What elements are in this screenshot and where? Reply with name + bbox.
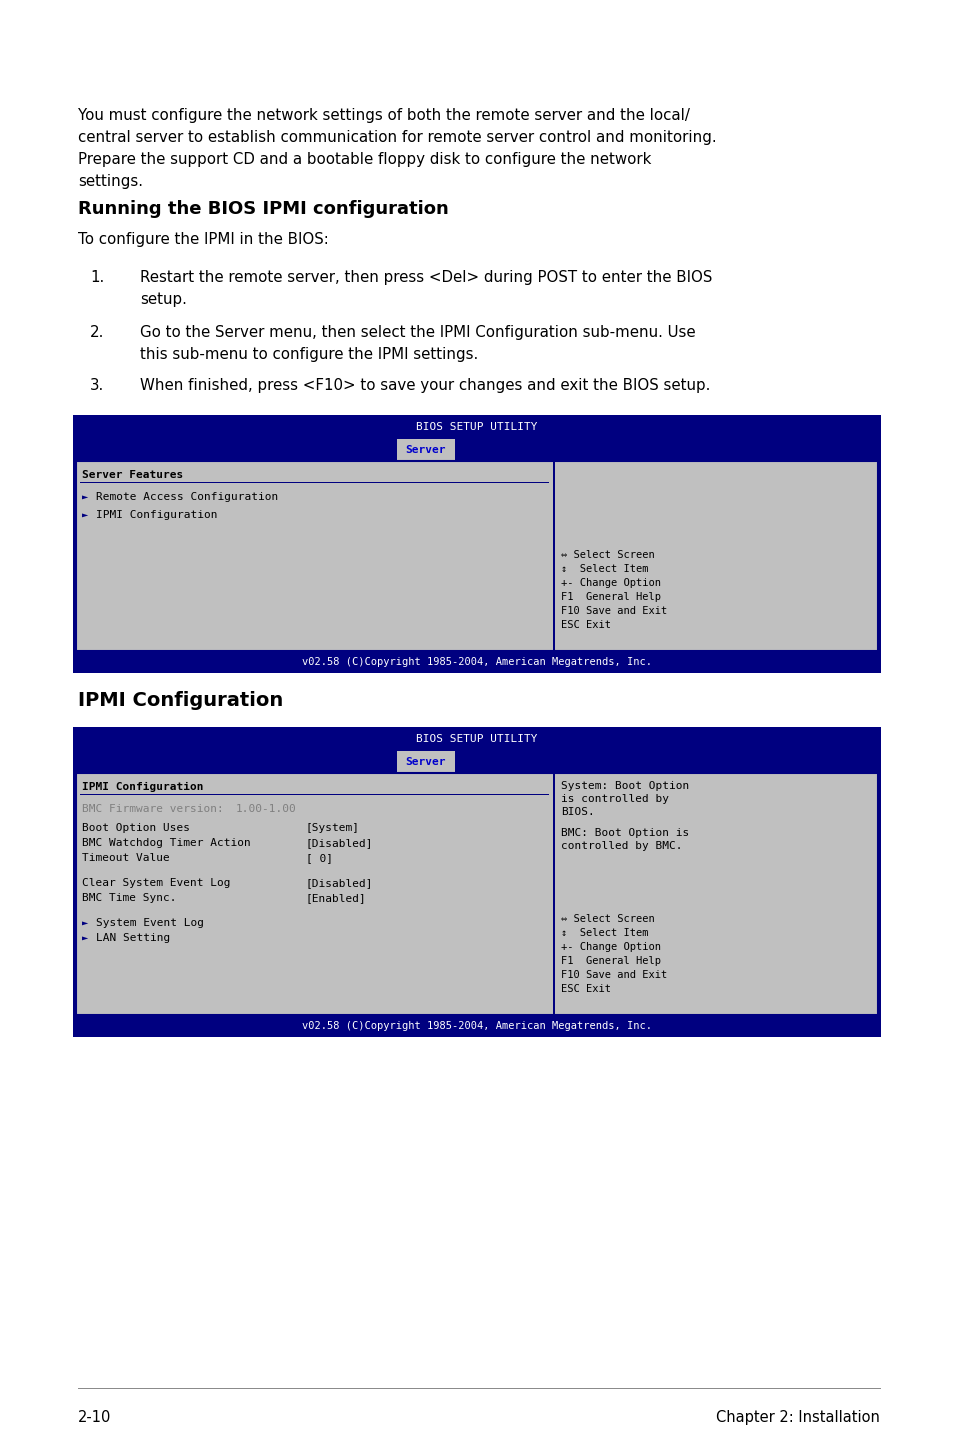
Text: ↕  Select Item: ↕ Select Item (560, 564, 648, 574)
Bar (80, 794, 548, 795)
Text: BIOS SETUP UTILITY: BIOS SETUP UTILITY (416, 733, 537, 743)
Text: F10 Save and Exit: F10 Save and Exit (560, 605, 666, 615)
Text: ⇔ Select Screen: ⇔ Select Screen (560, 915, 654, 925)
Bar (76, 774, 877, 1015)
Text: [ 0]: [ 0] (306, 853, 333, 863)
Text: is controlled by: is controlled by (560, 794, 668, 804)
Text: [Disabled]: [Disabled] (306, 838, 374, 848)
Bar (76, 774, 877, 1015)
Text: 1.00-1.00: 1.00-1.00 (235, 804, 296, 814)
Bar (73, 751, 880, 774)
Text: v02.58 (C)Copyright 1985-2004, American Megatrends, Inc.: v02.58 (C)Copyright 1985-2004, American … (302, 657, 651, 667)
Text: Server: Server (405, 444, 446, 454)
Text: 2-10: 2-10 (78, 1411, 112, 1425)
Text: controlled by BMC.: controlled by BMC. (560, 841, 681, 851)
Text: Timeout Value: Timeout Value (82, 853, 170, 863)
Bar (76, 462, 877, 651)
Text: F1  General Help: F1 General Help (560, 956, 660, 966)
Text: ►: ► (82, 933, 89, 943)
Text: System: Boot Option: System: Boot Option (560, 781, 688, 791)
Text: Clear System Event Log: Clear System Event Log (82, 879, 231, 889)
Text: ESC Exit: ESC Exit (560, 620, 610, 630)
Text: Server: Server (405, 756, 446, 766)
Bar (73, 416, 880, 439)
Text: ESC Exit: ESC Exit (560, 984, 610, 994)
Text: F1  General Help: F1 General Help (560, 592, 660, 603)
Bar (553, 774, 555, 1015)
Text: settings.: settings. (78, 174, 143, 188)
Text: Restart the remote server, then press <Del> during POST to enter the BIOS: Restart the remote server, then press <D… (140, 270, 712, 285)
Bar (396, 751, 455, 774)
Text: BMC: Boot Option is: BMC: Boot Option is (560, 828, 688, 838)
Text: IPMI Configuration: IPMI Configuration (78, 692, 283, 710)
Text: ►: ► (82, 492, 89, 502)
Text: Server Features: Server Features (82, 470, 183, 480)
Text: BMC Watchdog Timer Action: BMC Watchdog Timer Action (82, 838, 251, 848)
Text: ↕  Select Item: ↕ Select Item (560, 928, 648, 938)
Text: [Disabled]: [Disabled] (306, 879, 374, 889)
Text: Go to the Server menu, then select the IPMI Configuration sub-menu. Use: Go to the Server menu, then select the I… (140, 325, 695, 339)
Bar (553, 462, 555, 651)
Text: BIOS.: BIOS. (560, 807, 594, 817)
Text: v02.58 (C)Copyright 1985-2004, American Megatrends, Inc.: v02.58 (C)Copyright 1985-2004, American … (302, 1021, 651, 1031)
Text: [System]: [System] (306, 823, 359, 833)
Text: You must configure the network settings of both the remote server and the local/: You must configure the network settings … (78, 108, 689, 124)
Text: Prepare the support CD and a bootable floppy disk to configure the network: Prepare the support CD and a bootable fl… (78, 152, 651, 167)
Text: BMC Firmware version:: BMC Firmware version: (82, 804, 224, 814)
Text: To configure the IPMI in the BIOS:: To configure the IPMI in the BIOS: (78, 232, 329, 247)
Text: setup.: setup. (140, 292, 187, 306)
Text: LAN Setting: LAN Setting (96, 933, 170, 943)
Text: Boot Option Uses: Boot Option Uses (82, 823, 190, 833)
Bar (73, 728, 880, 751)
Text: ►: ► (82, 917, 89, 928)
Text: ⇔ Select Screen: ⇔ Select Screen (560, 549, 654, 559)
Text: +- Change Option: +- Change Option (560, 578, 660, 588)
Text: central server to establish communication for remote server control and monitori: central server to establish communicatio… (78, 129, 716, 145)
Text: ►: ► (82, 510, 89, 521)
Text: IPMI Configuration: IPMI Configuration (82, 782, 203, 792)
Text: 1.: 1. (90, 270, 104, 285)
Bar (73, 416, 880, 673)
Bar (73, 651, 880, 673)
Text: IPMI Configuration: IPMI Configuration (96, 510, 217, 521)
Text: 2.: 2. (90, 325, 104, 339)
Text: Chapter 2: Installation: Chapter 2: Installation (716, 1411, 879, 1425)
Bar (73, 1015, 880, 1037)
Text: System Event Log: System Event Log (96, 917, 204, 928)
Text: Running the BIOS IPMI configuration: Running the BIOS IPMI configuration (78, 200, 448, 219)
Bar (73, 728, 880, 1037)
Bar (76, 462, 877, 651)
Text: this sub-menu to configure the IPMI settings.: this sub-menu to configure the IPMI sett… (140, 347, 477, 362)
Text: F10 Save and Exit: F10 Save and Exit (560, 971, 666, 981)
Text: When finished, press <F10> to save your changes and exit the BIOS setup.: When finished, press <F10> to save your … (140, 378, 710, 393)
Bar (80, 482, 548, 483)
Bar (73, 439, 880, 462)
Text: [Enabled]: [Enabled] (306, 893, 366, 903)
Bar (396, 439, 455, 462)
Text: 3.: 3. (90, 378, 104, 393)
Text: +- Change Option: +- Change Option (560, 942, 660, 952)
Text: Remote Access Configuration: Remote Access Configuration (96, 492, 278, 502)
Text: BMC Time Sync.: BMC Time Sync. (82, 893, 176, 903)
Text: BIOS SETUP UTILITY: BIOS SETUP UTILITY (416, 421, 537, 431)
